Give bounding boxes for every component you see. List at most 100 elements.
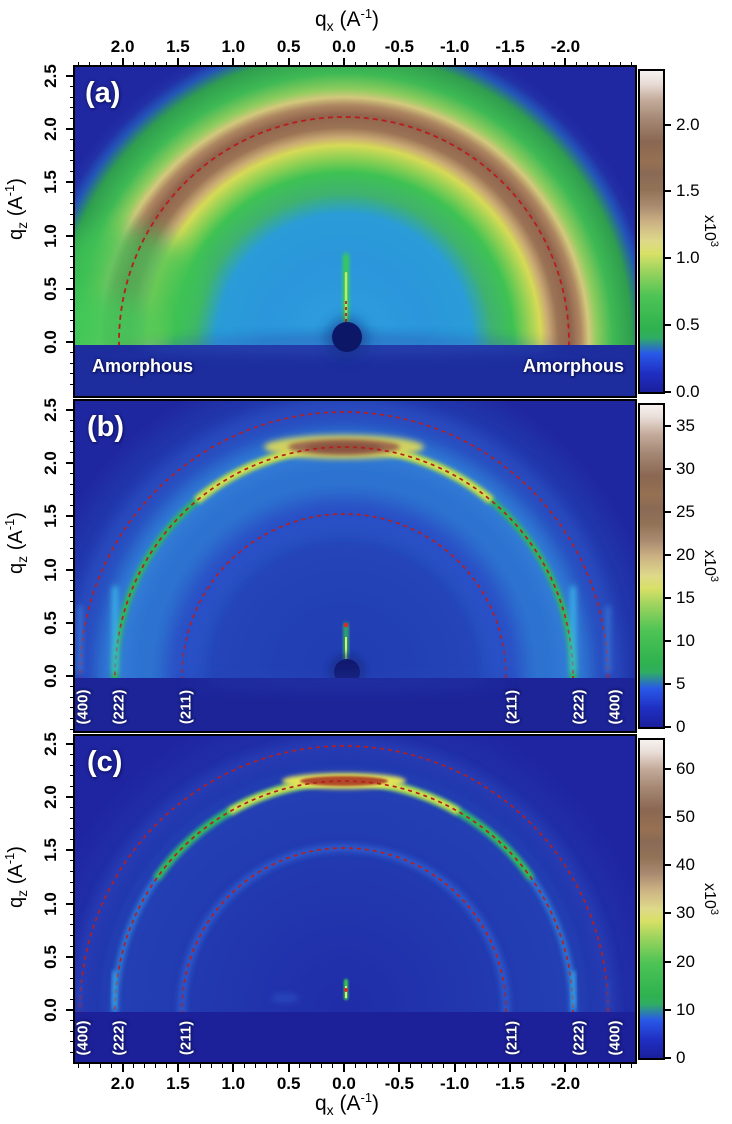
x-axis-tick-label: -0.5: [384, 37, 414, 56]
z-axis-tick: [66, 128, 75, 130]
z-axis-tick: [70, 419, 75, 421]
z-axis-tick: [70, 611, 75, 613]
colorbar-tick-label: 25: [676, 502, 695, 522]
x-axis-tick-label: 0.5: [276, 37, 301, 56]
dashed-arc-222: [114, 780, 574, 1012]
colorbar-tick-label: 50: [676, 807, 695, 827]
x-axis-tick: [310, 62, 312, 67]
z-axis-tick: [70, 753, 75, 755]
x-axis-tick: [354, 1063, 356, 1068]
x-axis-tick: [609, 62, 611, 67]
colorbar-tick: [663, 324, 671, 327]
x-axis-tick: [111, 62, 113, 67]
x-axis-tick: [453, 58, 456, 67]
x-axis-tick: [210, 1063, 212, 1068]
colorbar-tick: [663, 767, 671, 770]
z-axis-tick: [70, 384, 75, 386]
z-axis-tick: [70, 945, 75, 947]
z-axis-tick: [70, 643, 75, 645]
x-axis-tick: [332, 62, 334, 67]
ring-label: (211): [177, 689, 195, 725]
x-axis-tick: [609, 1063, 611, 1068]
z-axis-tick: [70, 871, 75, 873]
z-axis-tick: [70, 817, 75, 819]
dashed-arc-222: [114, 446, 574, 678]
z-axis-tick: [66, 181, 75, 184]
x-axis-tick: [509, 58, 512, 67]
dashed-arc-400: [79, 745, 609, 1012]
z-axis-tick: [66, 234, 75, 237]
x-axis-tick: [88, 1063, 90, 1068]
x-axis-tick: [575, 62, 577, 67]
z-axis-tick: [70, 430, 75, 432]
z-axis-tick: [70, 828, 75, 830]
x-axis-tick: [88, 62, 90, 67]
z-axis-tick: [70, 977, 75, 979]
z-axis-tick: [70, 558, 75, 560]
x-axis-tick: [299, 1063, 301, 1068]
z-axis-tick: [70, 160, 75, 162]
z-axis-tick: [70, 892, 75, 894]
x-axis-tick-label: 0.0: [332, 37, 356, 56]
z-axis-tick: [70, 707, 75, 709]
x-axis-tick: [542, 1063, 544, 1068]
x-axis-tick-label: -0.5: [384, 1074, 414, 1093]
z-axis-tick: [66, 796, 75, 798]
x-axis-tick: [531, 62, 533, 67]
colorbar-tick-label: 10: [676, 999, 695, 1019]
x-axis-tick: [465, 1063, 467, 1068]
colorbar-tick-label: 10: [676, 631, 695, 651]
x-axis-tick: [553, 62, 555, 67]
z-axis-tick: [70, 256, 75, 258]
z-axis-tick: [70, 785, 75, 787]
colorbar-tick: [663, 391, 671, 393]
x-axis-tick: [77, 1063, 79, 1068]
x-axis-tick: [587, 1063, 589, 1068]
z-axis-tick: [70, 600, 75, 602]
panel-c: [73, 734, 637, 1064]
x-axis-tick: [420, 1063, 422, 1068]
x-axis-tick: [77, 62, 79, 67]
x-axis-tick-label: -1.0: [440, 1074, 470, 1093]
z-axis-tick: [70, 266, 75, 268]
z-axis-tick: [70, 728, 75, 730]
x-axis-tick: [176, 1063, 179, 1072]
x-axis-tick: [254, 62, 256, 67]
x-axis-tick: [343, 58, 345, 67]
z-axis-tick: [70, 330, 75, 332]
annotation-amorphous-left: Amorphous: [92, 356, 193, 376]
x-axis-tick: [387, 1063, 389, 1068]
x-axis-tick: [587, 62, 589, 67]
x-axis-tick-label: 2.0: [110, 37, 135, 56]
z-axis-tick: [70, 309, 75, 311]
x-axis-tick: [476, 1063, 478, 1068]
z-axis-tick: [70, 473, 75, 475]
z-axis-tick-label: 2.0: [41, 785, 60, 809]
z-axis-tick-label: 2.5: [41, 731, 60, 756]
x-axis-tick: [144, 62, 146, 67]
x-axis-tick: [176, 58, 179, 67]
x-axis-tick-label: -2.0: [550, 1074, 581, 1093]
x-axis-tick: [575, 1063, 577, 1068]
ring-label: (222): [110, 689, 128, 725]
ring-label: (211): [503, 689, 521, 725]
x-axis-tick: [144, 1063, 146, 1068]
x-axis-tick: [277, 1063, 279, 1068]
dashed-arc-400: [79, 411, 609, 678]
ring-label: (222): [570, 689, 588, 725]
z-axis-tick: [70, 934, 75, 936]
z-axis-tick-label: 0.0: [41, 998, 60, 1022]
z-axis-tick: [66, 341, 75, 343]
z-axis-tick: [70, 590, 75, 592]
ring-label: (400): [606, 1020, 624, 1056]
z-axis-tick: [70, 483, 75, 485]
x-axis-tick: [498, 62, 500, 67]
z-axis-title-c: qz (A-1): [2, 846, 30, 908]
z-axis-tick: [70, 579, 75, 581]
panel-c-plot: [75, 736, 635, 1062]
panel-b: [73, 399, 637, 733]
dashed-arc-211: [181, 847, 507, 1012]
colorbar-tick-label: 35: [676, 416, 695, 436]
z-axis-tick-label: 2.0: [41, 451, 60, 475]
z-axis-tick: [70, 1020, 75, 1022]
